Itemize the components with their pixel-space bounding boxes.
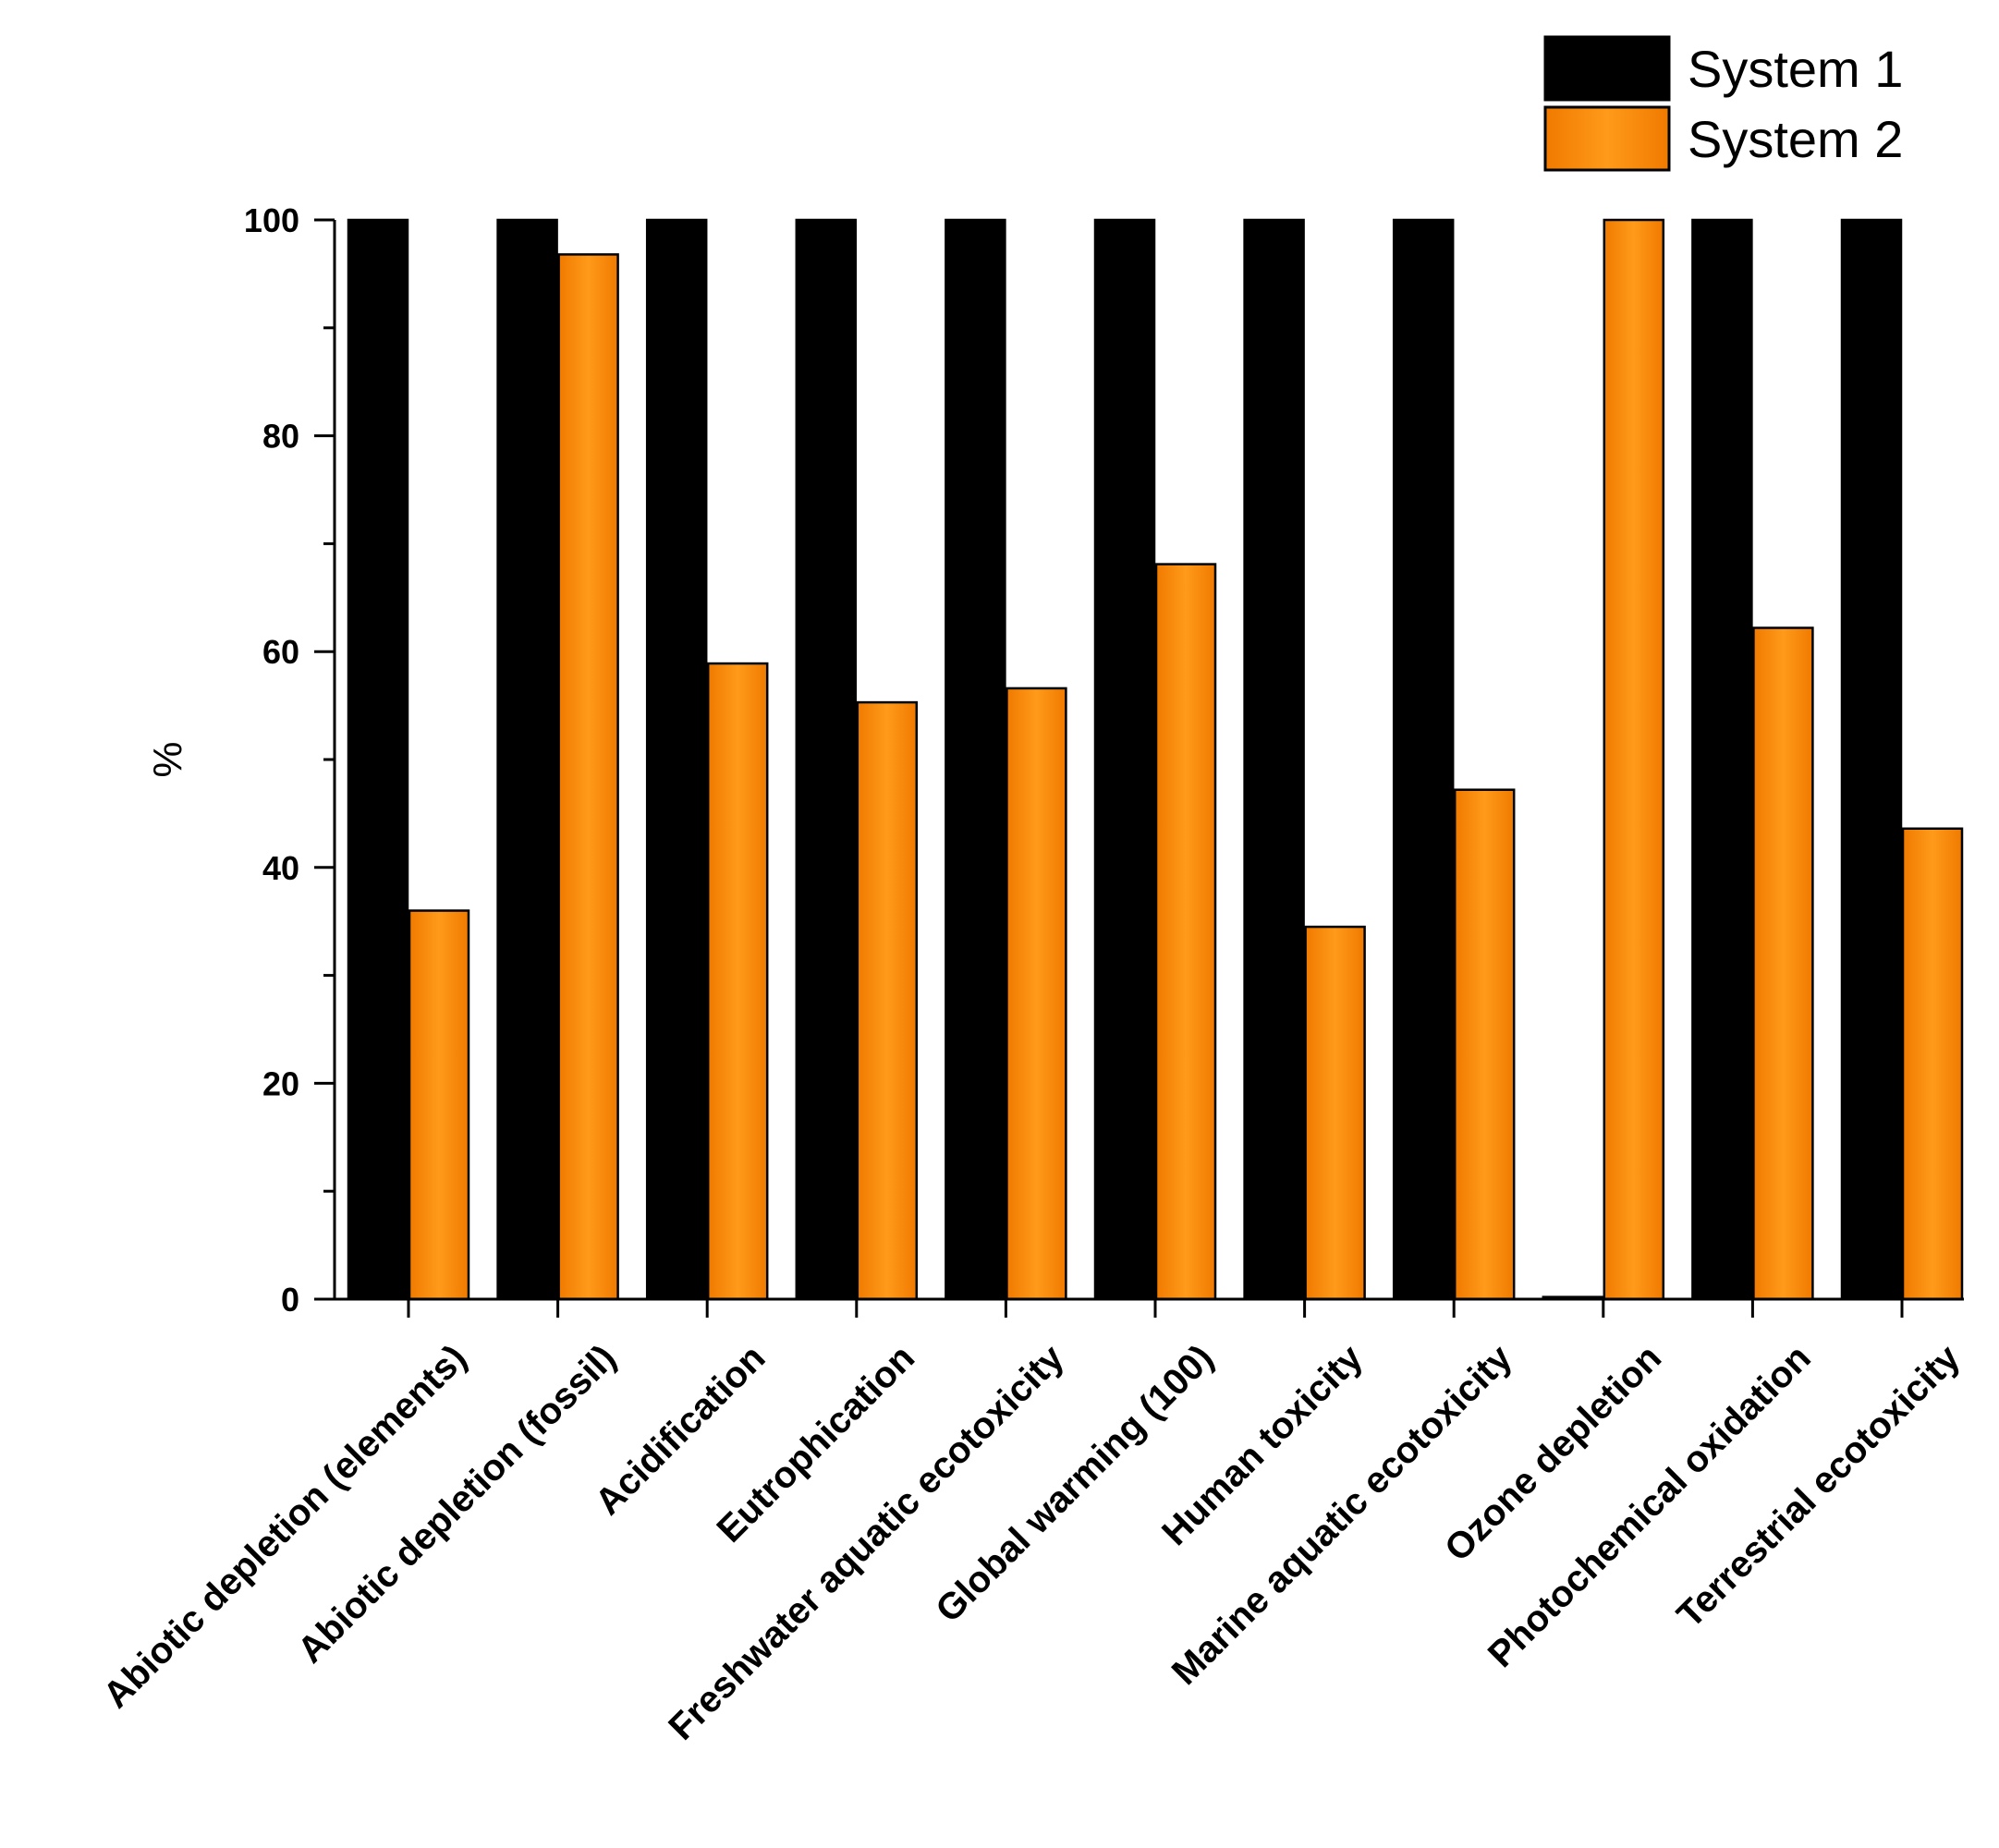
bar-system2-10 [1901, 827, 1964, 1301]
bar-system1-2 [645, 218, 708, 1301]
legend-label-1: System 1 [1688, 40, 1903, 98]
y-tick-label-20: 20 [262, 1064, 299, 1102]
bar-system1-3 [795, 218, 858, 1301]
bar-system2-4 [1006, 687, 1067, 1301]
bar-system2-6 [1304, 925, 1366, 1301]
bar-system2-0 [408, 909, 470, 1301]
bar-system1-10 [1840, 218, 1903, 1301]
bar-system2-2 [706, 662, 769, 1301]
bar-system1-0 [347, 218, 409, 1301]
bar-system1-9 [1691, 218, 1753, 1301]
legend-label-2: System 2 [1688, 110, 1903, 168]
y-tick-label-40: 40 [262, 849, 299, 887]
bar-system1-5 [1093, 218, 1156, 1301]
y-tick-label-80: 80 [262, 418, 299, 456]
bar-system2-5 [1154, 563, 1217, 1301]
x-tick-label-10: Terrestrial ecotoxicity [1669, 1337, 1969, 1636]
axes-group [314, 218, 1964, 1318]
y-tick-label-0: 0 [281, 1281, 299, 1319]
x-tick-label-9: Photochemical oxidation [1481, 1337, 1819, 1675]
y-axis-label: % [145, 741, 190, 777]
bar-system1-6 [1243, 218, 1305, 1301]
bar-system2-3 [856, 700, 919, 1301]
legend: System 1 System 2 [1543, 35, 1903, 172]
bars-group [347, 218, 1964, 1301]
bar-system1-4 [945, 218, 1006, 1301]
bar-system2-1 [557, 253, 619, 1301]
bar-system1-1 [496, 218, 558, 1301]
y-tick-label-60: 60 [262, 633, 299, 671]
x-tick-label-1: Abiotic depletion (fossil) [290, 1337, 624, 1671]
legend-swatch-1 [1543, 35, 1671, 102]
bar-system2-9 [1752, 626, 1814, 1301]
bar-system2-7 [1453, 788, 1516, 1301]
x-tick-label-5: Global warming (100) [928, 1337, 1221, 1630]
legend-swatch-2 [1543, 105, 1671, 172]
bar-system2-8 [1603, 218, 1665, 1301]
bar-system1-7 [1392, 218, 1455, 1301]
y-tick-label-100: 100 [244, 201, 299, 239]
